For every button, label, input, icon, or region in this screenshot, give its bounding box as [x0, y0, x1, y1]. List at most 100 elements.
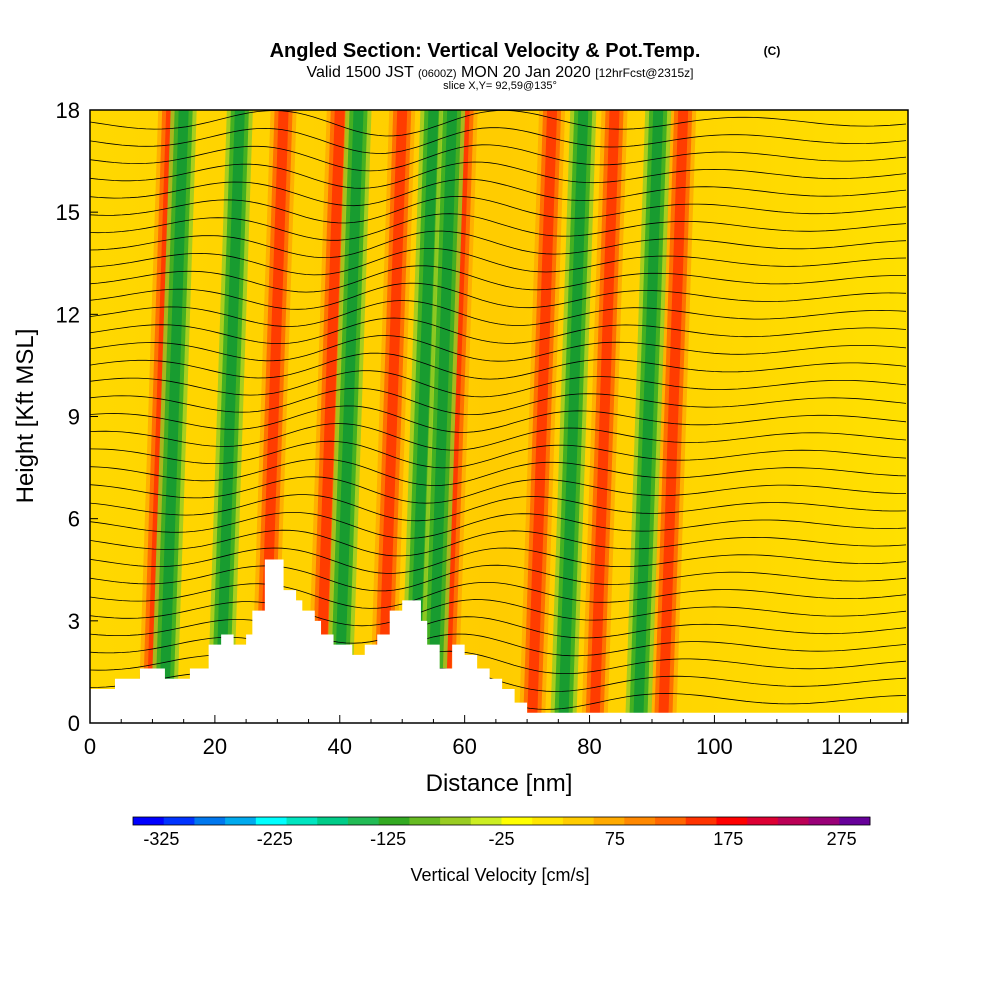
downdraft-band	[427, 110, 458, 723]
terrain-mask	[90, 559, 908, 723]
colorbar-tick-label: -25	[488, 829, 514, 849]
theta-contour	[90, 476, 906, 504]
copyright-mark: (C)	[764, 44, 781, 58]
y-tick-label: 18	[56, 98, 80, 123]
theta-contour	[90, 317, 907, 344]
colorbar-swatch	[808, 817, 840, 825]
colorbar-swatch	[440, 817, 472, 825]
x-tick-label: 0	[84, 734, 96, 759]
colorbar-swatch	[747, 817, 779, 825]
theta-contour	[90, 547, 907, 574]
colorbar-swatch	[317, 817, 349, 825]
theta-contour	[90, 405, 907, 433]
downdraft-band	[158, 110, 189, 723]
colorbar-swatch	[378, 817, 410, 825]
theta-contour	[90, 195, 907, 224]
theta-contour	[90, 599, 907, 627]
x-tick-label: 40	[328, 734, 352, 759]
colorbar-swatch	[194, 817, 226, 825]
x-tick-label: 100	[696, 734, 733, 759]
theta-contour	[90, 512, 907, 539]
theta-contour	[90, 423, 907, 451]
updraft-band	[377, 110, 408, 723]
colorbar-swatch	[716, 817, 748, 825]
colorbar-swatch	[225, 817, 257, 825]
colorbar-swatch	[624, 817, 656, 825]
colorbar-swatch	[655, 817, 687, 825]
y-tick-label: 6	[68, 507, 80, 532]
colorbar-swatch	[501, 817, 533, 825]
theta-contour	[90, 370, 907, 398]
colorbar-swatch	[133, 817, 165, 825]
theta-contour	[90, 529, 907, 557]
theta-contour	[90, 352, 907, 380]
slice-label: slice X,Y= 92,59@135°	[443, 80, 557, 92]
theta-contour	[90, 300, 907, 327]
colorbar-swatch	[163, 817, 195, 825]
y-tick-label: 15	[56, 200, 80, 225]
colorbar-swatch	[409, 817, 441, 825]
potential-temperature-contours	[90, 110, 907, 713]
colorbar-swatch	[685, 817, 717, 825]
theta-contour	[90, 161, 907, 189]
colorbar-tick-label: 75	[605, 829, 625, 849]
theta-contour	[90, 282, 907, 310]
theta-contour	[90, 213, 907, 241]
colorbar-label: Vertical Velocity [cm/s]	[410, 865, 589, 885]
theta-contour	[90, 440, 907, 469]
colorbar-swatch	[347, 817, 380, 825]
theta-contour	[90, 178, 907, 207]
theta-contour	[90, 265, 906, 293]
downdraft-band	[214, 110, 245, 723]
updraft-band	[658, 110, 689, 723]
x-tick-label: 80	[577, 734, 601, 759]
downdraft-band	[333, 110, 364, 723]
y-tick-label: 9	[68, 405, 80, 430]
velocity-field	[90, 110, 908, 723]
theta-contour	[90, 616, 907, 644]
downdraft-band	[558, 110, 589, 723]
y-tick-label: 0	[68, 711, 80, 736]
colorbar-swatch	[470, 817, 502, 825]
theta-contour	[90, 127, 907, 154]
colorbar-frame	[132, 816, 871, 826]
colorbar-tick-label: 275	[827, 829, 857, 849]
x-axis: 0 20 40 60 80 100 120	[84, 715, 903, 759]
theta-contour	[90, 494, 907, 522]
theta-contour	[90, 335, 907, 362]
downdraft-band	[408, 110, 439, 723]
updraft-band	[527, 110, 558, 723]
y-tick-label: 12	[56, 302, 80, 327]
y-axis-label: Height [Kft MSL]	[12, 329, 39, 504]
chart-title: Angled Section: Vertical Velocity & Pot.…	[270, 40, 701, 62]
colorbar-swatch	[777, 817, 810, 825]
x-tick-label: 120	[821, 734, 858, 759]
colorbar-tick-label: -125	[370, 829, 406, 849]
colorbar-swatch	[255, 817, 288, 825]
colorbar-tick-label: -225	[257, 829, 293, 849]
y-axis: 0 3 6 9 12 15 18	[56, 98, 98, 736]
theta-contour	[90, 387, 907, 416]
theta-contour	[90, 458, 907, 487]
updraft-band	[314, 110, 345, 723]
theta-contour	[90, 230, 907, 259]
colorbar: -325 -225 -125 -25 75 175 275	[132, 816, 871, 849]
theta-contour	[90, 582, 907, 609]
y-tick-label: 3	[68, 609, 80, 634]
theta-contour	[90, 564, 907, 592]
colorbar-tick-label: 175	[713, 829, 743, 849]
colorbar-swatch	[562, 817, 595, 825]
valid-time: Valid 1500 JST (0600Z) MON 20 Jan 2020 […	[306, 64, 693, 81]
x-tick-label: 20	[203, 734, 227, 759]
colorbar-swatch	[532, 817, 564, 825]
x-tick-label: 60	[452, 734, 476, 759]
downdraft-band	[633, 110, 664, 723]
colorbar-tick-label: -325	[143, 829, 179, 849]
updraft-band	[589, 110, 620, 723]
x-axis-label: Distance [nm]	[426, 770, 573, 797]
colorbar-swatch	[593, 817, 625, 825]
colorbar-swatch	[286, 817, 318, 825]
theta-contour	[90, 144, 907, 172]
colorbar-swatch	[839, 817, 871, 825]
